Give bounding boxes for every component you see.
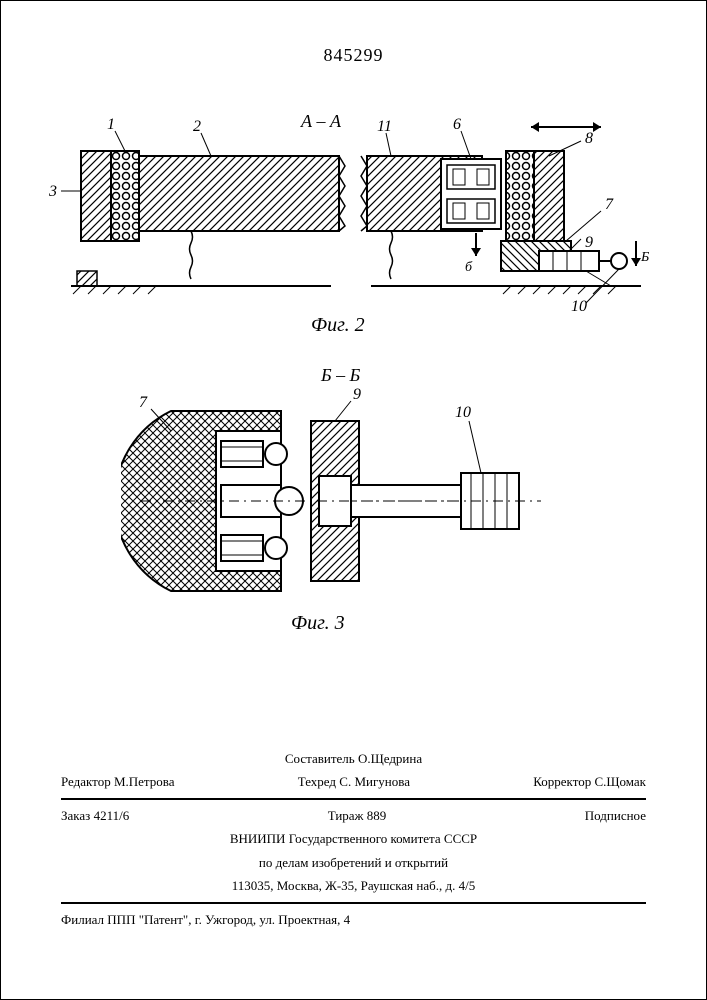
figure-3: Б – Б <box>121 361 571 641</box>
svg-text:9: 9 <box>585 234 593 251</box>
corrector-label: Корректор <box>533 774 591 789</box>
credits-block: Составитель О.Щедрина Редактор М.Петрова… <box>61 745 646 930</box>
svg-text:б: б <box>465 260 473 275</box>
svg-text:6: 6 <box>453 116 461 133</box>
svg-text:10: 10 <box>571 298 587 315</box>
svg-text:10: 10 <box>455 404 471 421</box>
org-address: 113035, Москва, Ж-35, Раушская наб., д. … <box>61 876 646 896</box>
svg-text:8: 8 <box>585 130 593 147</box>
patent-number: 845299 <box>1 45 706 66</box>
order-value: 4211/6 <box>94 808 130 823</box>
org-line2: по делам изобретений и открытий <box>61 853 646 873</box>
svg-text:3: 3 <box>48 183 57 200</box>
order-label: Заказ <box>61 808 90 823</box>
org-line1: ВНИИПИ Государственного комитета СССР <box>61 829 646 849</box>
tech-editor-name: С. Мигунова <box>339 774 410 789</box>
svg-text:11: 11 <box>377 118 392 135</box>
svg-text:Б: Б <box>640 250 649 265</box>
corrector-name: С.Щомак <box>594 774 646 789</box>
section-label-aa: А – А <box>300 111 342 131</box>
figure-2: А – А <box>41 111 661 351</box>
page: 845299 А – А <box>0 0 707 1000</box>
editor-name: М.Петрова <box>114 774 175 789</box>
circulation-value: 889 <box>367 808 387 823</box>
section-label-bb: Б – Б <box>320 365 361 385</box>
fig2-caption: Фиг. 2 <box>311 314 365 336</box>
svg-text:9: 9 <box>353 386 361 403</box>
section-mark-b-right: Б <box>631 241 649 266</box>
subscription: Подписное <box>585 806 646 826</box>
tech-editor-label: Техред <box>298 774 336 789</box>
compiler-label: Составитель <box>285 751 355 766</box>
svg-text:7: 7 <box>139 394 148 411</box>
section-mark-b-left: б <box>465 233 481 275</box>
fig3-caption: Фиг. 3 <box>291 612 345 634</box>
svg-text:7: 7 <box>605 196 614 213</box>
compiler-name: О.Щедрина <box>358 751 422 766</box>
svg-text:2: 2 <box>193 118 201 135</box>
circulation-label: Тираж <box>328 808 364 823</box>
editor-label: Редактор <box>61 774 111 789</box>
branch-line: Филиал ППП "Патент", г. Ужгород, ул. Про… <box>61 910 646 930</box>
svg-text:1: 1 <box>107 116 115 133</box>
